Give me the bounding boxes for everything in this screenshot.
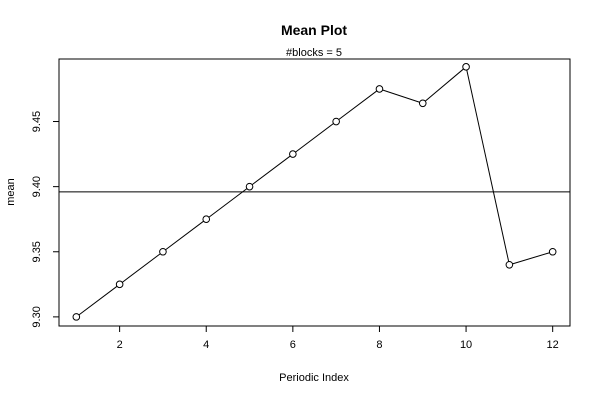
x-tick-label: 8 [376, 339, 382, 351]
series-segment [466, 69, 510, 262]
series-segment [424, 68, 464, 102]
series-segment [78, 285, 118, 316]
series-segment [295, 123, 334, 153]
data-point [505, 260, 514, 269]
data-point [202, 215, 211, 223]
data-point [289, 150, 297, 158]
data-point [462, 63, 470, 71]
series-layer [72, 63, 557, 321]
data-point [375, 85, 384, 93]
series-segment [382, 89, 420, 103]
x-tick-label: 10 [460, 339, 472, 351]
series-segment [121, 253, 161, 283]
series-segment [251, 155, 291, 186]
data-point [332, 117, 340, 126]
data-point [72, 313, 81, 321]
data-point [418, 99, 427, 108]
series-segment [165, 220, 204, 251]
chart-subtitle: #blocks = 5 [286, 47, 342, 59]
y-tick-label: 9.40 [31, 176, 43, 197]
data-point [159, 247, 167, 256]
x-axis-label: Periodic Index [279, 372, 349, 384]
x-tick-label: 12 [547, 339, 559, 351]
y-tick-label: 9.30 [31, 306, 43, 327]
y-axis-label: mean [5, 178, 17, 206]
y-axis: 9.30 9.35 9.40 9.45 [31, 111, 59, 328]
data-point [245, 182, 254, 191]
plot-frame [58, 58, 571, 327]
series-segment [338, 90, 378, 120]
x-tick-label: 4 [203, 339, 209, 351]
x-tick-label: 2 [117, 339, 123, 351]
x-axis: 2 4 6 8 10 12 [117, 326, 559, 351]
data-point [548, 247, 557, 256]
y-tick-label: 9.35 [31, 241, 43, 262]
data-point [115, 280, 124, 289]
series-segment [208, 188, 248, 218]
x-tick-label: 6 [290, 339, 296, 351]
chart-title: Mean Plot [281, 22, 347, 38]
series-segment [512, 252, 550, 265]
y-tick-label: 9.45 [31, 111, 43, 132]
